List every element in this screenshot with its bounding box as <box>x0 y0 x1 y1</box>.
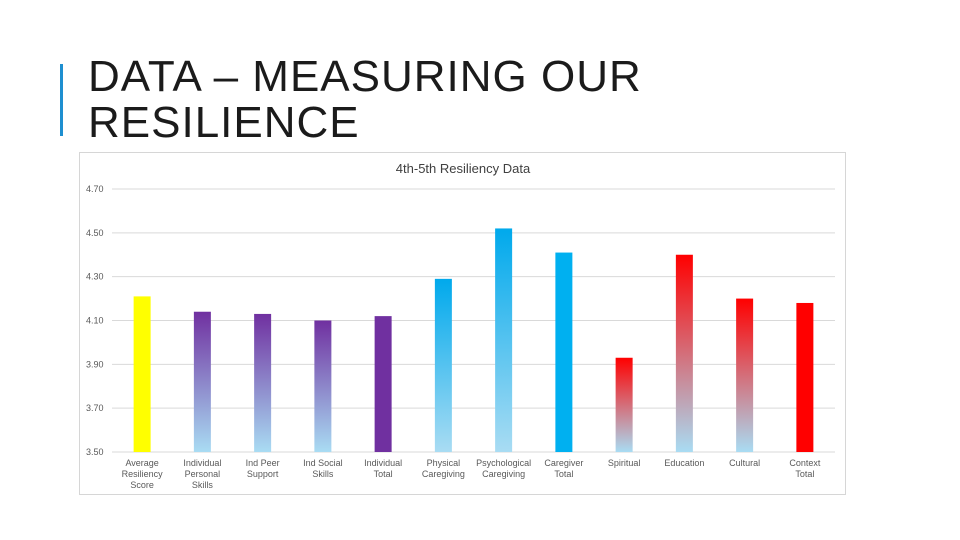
bar-context-total <box>796 302 814 452</box>
bar-psychological-caregiving <box>495 228 513 452</box>
y-tick-label: 3.70 <box>86 403 104 413</box>
bar-cultural <box>736 298 754 452</box>
x-category-label: Education <box>664 458 704 468</box>
bar-individual-total <box>374 316 392 452</box>
bar-caregiver-total <box>555 252 573 452</box>
x-category-label: Ind Peer Support <box>246 458 280 479</box>
bar-average-resiliency-score <box>133 296 151 452</box>
x-category-label: Cultural <box>729 458 760 468</box>
y-tick-label: 4.30 <box>86 272 104 282</box>
y-tick-label: 4.70 <box>86 184 104 194</box>
x-category-label: Ind Social Skills <box>303 458 343 479</box>
x-category-label: Caregiver Total <box>544 458 583 479</box>
bar-ind-social-skills <box>314 320 332 452</box>
x-category-label: Context Total <box>789 458 821 479</box>
category-label-layer: Average Resiliency Score Individual Personal… <box>122 458 821 490</box>
y-tick-label: 3.50 <box>86 447 104 457</box>
y-tick-label: 3.90 <box>86 359 104 369</box>
x-category-label: Psychological Caregiving <box>476 458 531 479</box>
bar-education <box>675 254 693 452</box>
grid-layer: 4.70 4.50 4.30 4.10 3.90 3.70 3.50 <box>86 184 835 457</box>
y-tick-label: 4.10 <box>86 316 104 326</box>
chart-frame: 4th-5th Resiliency Data 4.70 4.50 4.30 4.10… <box>79 152 846 495</box>
x-category-label: Individual Personal Skills <box>183 458 221 490</box>
slide-title: DATA – MEASURING OUR RESILIENCE <box>88 52 642 147</box>
bar-layer <box>133 228 814 452</box>
x-category-label: Physical Caregiving <box>422 458 465 479</box>
chart-title: 4th-5th Resiliency Data <box>396 161 531 176</box>
bar-ind-peer-support <box>254 313 272 452</box>
x-category-label: Individual Total <box>364 458 402 479</box>
x-category-label: Spiritual <box>608 458 641 468</box>
bar-individual-personal-skills <box>193 311 211 452</box>
x-category-label: Average Resiliency Score <box>122 458 164 490</box>
bar-chart: 4th-5th Resiliency Data 4.70 4.50 4.30 4.10… <box>86 161 835 490</box>
y-tick-label: 4.50 <box>86 228 104 238</box>
bar-spiritual <box>615 357 633 452</box>
title-accent-bar <box>60 64 63 136</box>
bar-physical-caregiving <box>434 278 452 452</box>
